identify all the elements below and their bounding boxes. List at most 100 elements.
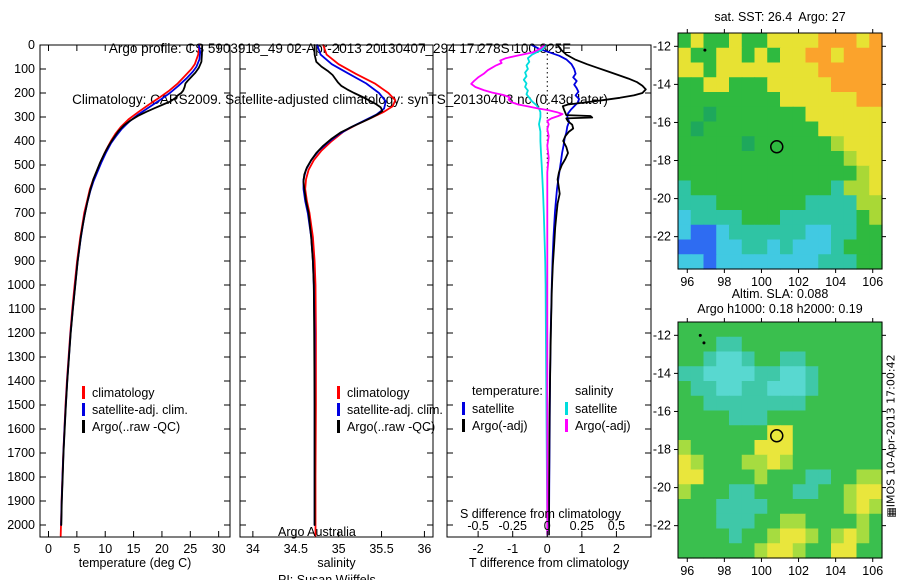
svg-text:1300: 1300 bbox=[7, 350, 35, 364]
legend-item-satellite-adj: satellite-adj. clim. bbox=[82, 401, 188, 418]
svg-text:1400: 1400 bbox=[7, 374, 35, 388]
svg-text:-14: -14 bbox=[653, 366, 671, 380]
svg-text:2: 2 bbox=[613, 542, 620, 556]
svg-text:34: 34 bbox=[246, 542, 260, 556]
svg-text:98: 98 bbox=[717, 564, 731, 578]
sla-map-title-line1: Altim. SLA: 0.088 bbox=[731, 287, 829, 301]
svg-text:-1: -1 bbox=[507, 542, 518, 556]
legend-item-s-argo: Argo(-adj) bbox=[565, 417, 631, 434]
t-satellite-line-swatch bbox=[462, 402, 465, 415]
svg-text:1200: 1200 bbox=[7, 326, 35, 340]
svg-text:400: 400 bbox=[14, 134, 35, 148]
temperature-axis-label: temperature (deg C) bbox=[78, 556, 192, 570]
svg-text:30: 30 bbox=[212, 542, 226, 556]
svg-text:500: 500 bbox=[14, 158, 35, 172]
s-argo-line-swatch bbox=[565, 419, 568, 432]
temperature-legend: climatology satellite-adj. clim. Argo(..… bbox=[82, 384, 188, 435]
salinity-legend: climatology satellite-adj. clim. Argo(..… bbox=[337, 384, 443, 435]
svg-text:34.5: 34.5 bbox=[284, 542, 308, 556]
argo-australia-annotation: Argo Australia PI: Susan Wijffels bbox=[278, 492, 376, 580]
sst-map-title: sat. SST: 26.4 Argo: 27 bbox=[714, 10, 846, 24]
svg-text:100: 100 bbox=[14, 62, 35, 76]
svg-text:0: 0 bbox=[544, 542, 551, 556]
svg-text:96: 96 bbox=[680, 275, 694, 289]
legend-label: climatology bbox=[347, 385, 410, 400]
svg-text:300: 300 bbox=[14, 110, 35, 124]
svg-text:100: 100 bbox=[751, 275, 772, 289]
svg-text:102: 102 bbox=[788, 275, 809, 289]
svg-text:96: 96 bbox=[680, 564, 694, 578]
svg-text:100: 100 bbox=[751, 564, 772, 578]
s-difference-axis-label: S difference from climatology bbox=[460, 507, 621, 521]
svg-text:106: 106 bbox=[862, 564, 883, 578]
svg-text:600: 600 bbox=[14, 182, 35, 196]
legend-label: satellite bbox=[575, 401, 618, 416]
legend-label: Argo(..raw -QC) bbox=[92, 419, 181, 434]
satellite-adj-line-swatch bbox=[337, 403, 340, 416]
sla-map-title-line2: Argo h1000: 0.18 h2000: 0.19 bbox=[697, 302, 863, 316]
svg-text:-2: -2 bbox=[473, 542, 484, 556]
salinity-axis-label: salinity bbox=[317, 556, 356, 570]
annotation-line1: Argo Australia bbox=[278, 525, 356, 539]
svg-text:35.5: 35.5 bbox=[369, 542, 393, 556]
legend-label: Argo(-adj) bbox=[472, 418, 528, 433]
argo-raw-line-swatch bbox=[337, 420, 340, 433]
svg-text:-16: -16 bbox=[653, 115, 671, 129]
svg-text:700: 700 bbox=[14, 206, 35, 220]
svg-text:-16: -16 bbox=[653, 404, 671, 418]
svg-text:1000: 1000 bbox=[7, 278, 35, 292]
svg-text:-0.25: -0.25 bbox=[498, 519, 527, 533]
svg-text:-20: -20 bbox=[653, 481, 671, 495]
svg-text:1700: 1700 bbox=[7, 446, 35, 460]
legend-item-argo-raw: Argo(..raw -QC) bbox=[337, 418, 443, 435]
svg-text:20: 20 bbox=[155, 542, 169, 556]
difference-legend-temperature: temperature: satellite Argo(-adj) bbox=[462, 384, 543, 434]
svg-text:104: 104 bbox=[825, 564, 846, 578]
svg-text:1500: 1500 bbox=[7, 398, 35, 412]
legend-item-s-satellite: satellite bbox=[565, 400, 631, 417]
svg-text:25: 25 bbox=[183, 542, 197, 556]
legend-group-header: temperature: bbox=[472, 384, 543, 398]
svg-text:2000: 2000 bbox=[7, 518, 35, 532]
legend-item-climatology: climatology bbox=[337, 384, 443, 401]
svg-text:-0.5: -0.5 bbox=[467, 519, 489, 533]
svg-text:0: 0 bbox=[544, 519, 551, 533]
legend-item-t-satellite: satellite bbox=[462, 400, 543, 417]
svg-text:-12: -12 bbox=[653, 328, 671, 342]
annotation-line2: PI: Susan Wijffels bbox=[278, 573, 376, 580]
legend-label: satellite-adj. clim. bbox=[347, 402, 443, 417]
svg-text:-18: -18 bbox=[653, 443, 671, 457]
svg-text:10: 10 bbox=[98, 542, 112, 556]
svg-text:1800: 1800 bbox=[7, 470, 35, 484]
s-satellite-line-swatch bbox=[565, 402, 568, 415]
legend-item-argo-raw: Argo(..raw -QC) bbox=[82, 418, 188, 435]
climatology-line-swatch bbox=[82, 386, 85, 399]
svg-text:-22: -22 bbox=[653, 230, 671, 244]
svg-text:0.25: 0.25 bbox=[570, 519, 594, 533]
svg-text:900: 900 bbox=[14, 254, 35, 268]
legend-item-t-argo: Argo(-adj) bbox=[462, 417, 543, 434]
svg-text:0: 0 bbox=[28, 38, 35, 52]
difference-legend-salinity: salinity satellite Argo(-adj) bbox=[565, 384, 631, 434]
svg-text:1100: 1100 bbox=[8, 302, 35, 316]
satellite-adj-line-swatch bbox=[82, 403, 85, 416]
legend-label: satellite bbox=[472, 401, 515, 416]
svg-text:0.5: 0.5 bbox=[608, 519, 625, 533]
svg-text:-18: -18 bbox=[653, 154, 671, 168]
svg-text:-20: -20 bbox=[653, 192, 671, 206]
svg-text:800: 800 bbox=[14, 230, 35, 244]
svg-text:0: 0 bbox=[45, 542, 52, 556]
svg-text:1: 1 bbox=[578, 542, 585, 556]
svg-text:1600: 1600 bbox=[7, 422, 35, 436]
svg-text:35: 35 bbox=[332, 542, 346, 556]
svg-text:5: 5 bbox=[73, 542, 80, 556]
t-difference-axis-label: T difference from climatology bbox=[468, 556, 630, 570]
legend-label: satellite-adj. clim. bbox=[92, 402, 188, 417]
svg-text:36: 36 bbox=[417, 542, 431, 556]
svg-text:-22: -22 bbox=[653, 519, 671, 533]
legend-label: climatology bbox=[92, 385, 155, 400]
legend-item-satellite-adj: satellite-adj. clim. bbox=[337, 401, 443, 418]
svg-text:102: 102 bbox=[788, 564, 809, 578]
